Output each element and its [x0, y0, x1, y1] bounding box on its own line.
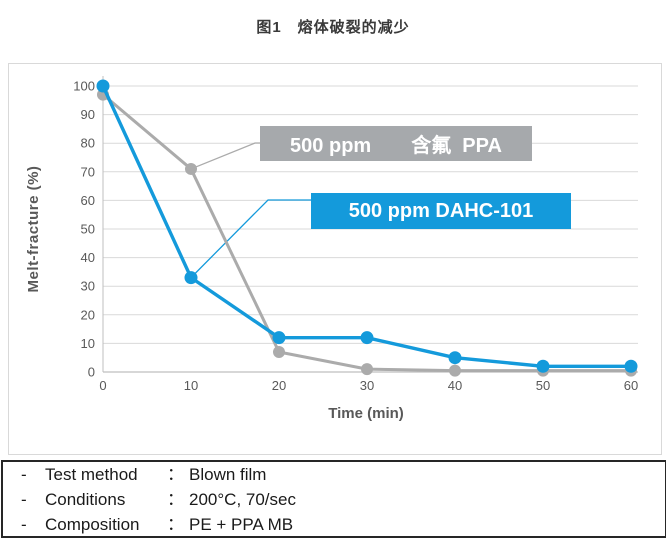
- svg-text:30: 30: [360, 378, 374, 393]
- test-spec-box: - Test method ： Blown film - Conditions …: [1, 460, 666, 538]
- svg-text:40: 40: [448, 378, 462, 393]
- svg-text:10: 10: [81, 336, 95, 351]
- svg-text:20: 20: [272, 378, 286, 393]
- series-label-ppa-text: 500 ppm 含氟 PPA: [290, 135, 502, 157]
- svg-text:80: 80: [81, 136, 95, 151]
- x-axis-title: Time (min): [328, 405, 404, 422]
- spec-label: Conditions: [45, 489, 126, 509]
- svg-text:100: 100: [73, 79, 95, 94]
- svg-text:60: 60: [624, 378, 638, 393]
- series-label-ppa: 500 ppm 含氟 PPA: [260, 126, 532, 161]
- spec-colon: ：: [167, 464, 184, 484]
- svg-text:0: 0: [88, 365, 95, 380]
- spec-value: Blown film: [189, 464, 267, 484]
- svg-text:10: 10: [184, 378, 198, 393]
- bullet-dash: -: [21, 489, 27, 509]
- bullet-dash: -: [21, 464, 27, 484]
- spec-colon: ：: [167, 489, 184, 509]
- svg-text:0: 0: [99, 378, 106, 393]
- spec-value: 200°C, 70/sec: [189, 489, 296, 509]
- series-label-dahc101: 500 ppm DAHC-101: [311, 193, 571, 229]
- figure-title: 图1 熔体破裂的减少: [256, 19, 410, 36]
- chart-panel: 0 10 20 30 40 50 60 70 80 90 100 0 10 20 30 40 50 60 Melt…: [8, 63, 662, 455]
- svg-text:50: 50: [81, 222, 95, 237]
- spec-row-conditions: - Conditions ： 200°C, 70/sec: [3, 487, 665, 512]
- bullet-dash: -: [21, 514, 27, 534]
- svg-text:40: 40: [81, 250, 95, 265]
- svg-text:30: 30: [81, 279, 95, 294]
- line-chart: 0 10 20 30 40 50 60 70 80 90 100 0 10 20 30 40 50 60: [73, 76, 638, 393]
- svg-text:90: 90: [81, 107, 95, 122]
- y-axis-title: Melt-fracture (%): [25, 165, 42, 293]
- svg-text:20: 20: [81, 307, 95, 322]
- spec-label: Composition: [45, 514, 140, 534]
- spec-value: PE + PPA MB: [189, 514, 294, 534]
- svg-text:50: 50: [536, 378, 550, 393]
- svg-text:60: 60: [81, 193, 95, 208]
- svg-text:70: 70: [81, 164, 95, 179]
- series-label-dahc101-text: 500 ppm DAHC-101: [348, 199, 534, 222]
- spec-row-composition: - Composition ： PE + PPA MB: [3, 512, 665, 537]
- spec-row-test-method: - Test method ： Blown film: [3, 462, 665, 487]
- spec-colon: ：: [167, 514, 184, 534]
- spec-label: Test method: [45, 464, 138, 484]
